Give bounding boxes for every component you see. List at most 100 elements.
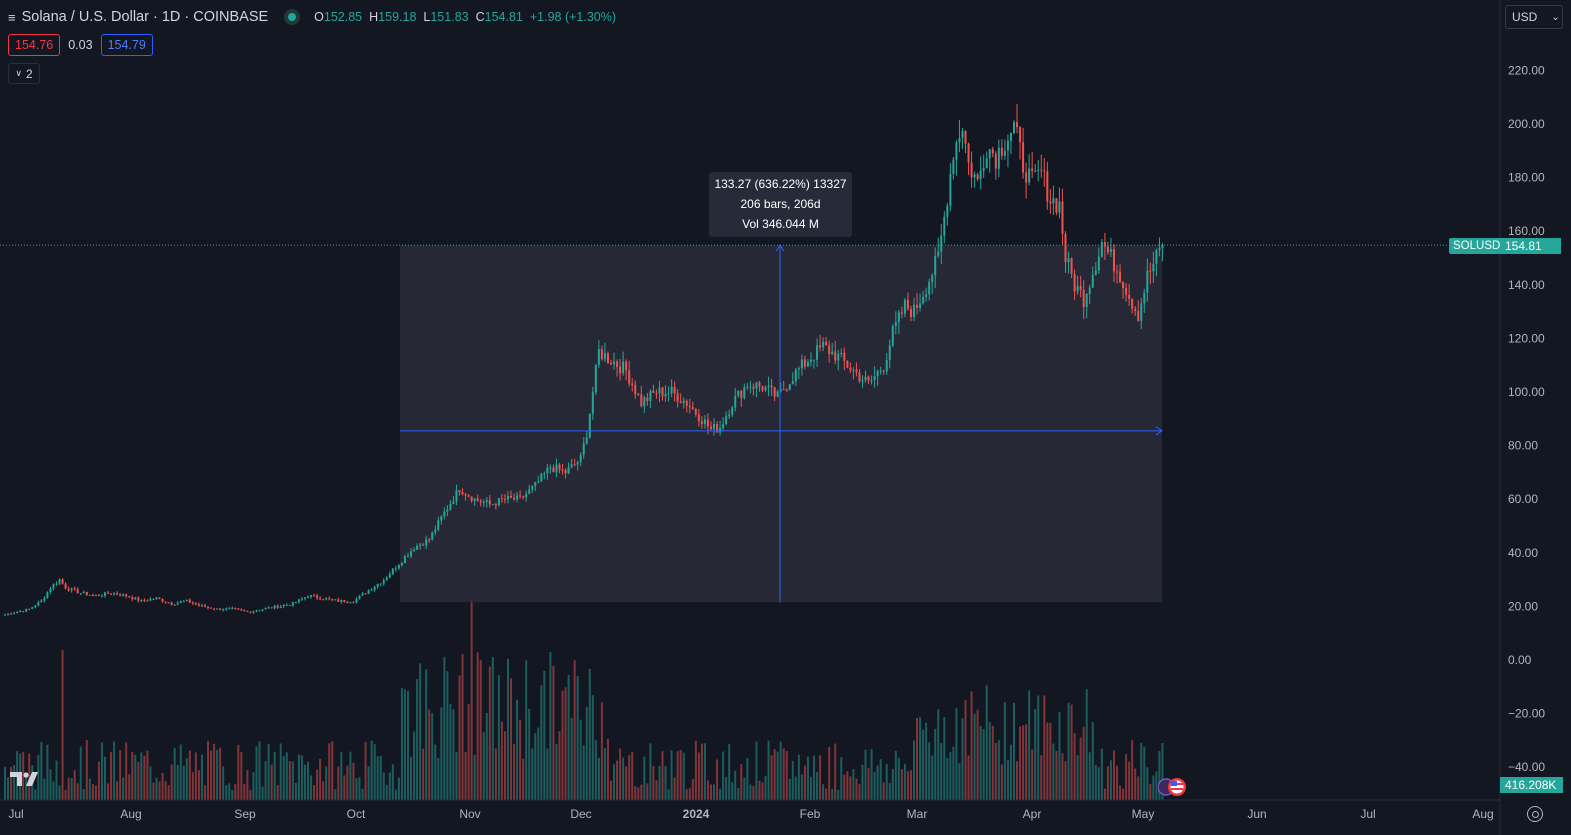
volume-bar	[600, 702, 603, 800]
volume-bar	[467, 703, 470, 800]
market-status-icon[interactable]	[284, 9, 301, 25]
candle-body	[819, 345, 822, 348]
candle-body	[119, 594, 122, 596]
candle-body	[67, 588, 70, 591]
candle-body	[270, 607, 273, 609]
measure-region[interactable]	[400, 245, 1162, 603]
volume-bar	[949, 752, 952, 800]
candle-body	[1019, 127, 1022, 143]
volume-bar	[485, 713, 488, 800]
volume-bar	[897, 757, 900, 800]
candle-body	[558, 464, 561, 470]
candle-body	[591, 392, 594, 414]
volume-bar	[85, 740, 88, 800]
volume-bar	[288, 761, 291, 800]
volume-bar	[234, 784, 237, 800]
candle-body	[752, 386, 755, 389]
volume-bar	[576, 676, 579, 800]
candle-body	[419, 544, 422, 546]
candle-body	[840, 352, 843, 354]
candle-body	[231, 607, 234, 609]
change-value: +1.98 (+1.30%)	[529, 10, 617, 24]
settings-gear-icon[interactable]	[1527, 806, 1543, 822]
volume-bar	[300, 755, 303, 800]
candle-body	[606, 353, 609, 363]
candle-body	[449, 504, 452, 510]
volume-bar	[476, 652, 479, 800]
candle-body	[1076, 285, 1079, 292]
volume-bar	[725, 777, 728, 800]
candle-body	[519, 495, 522, 497]
candle-body	[164, 601, 167, 603]
close-label: C	[475, 10, 485, 24]
candle-body	[582, 443, 585, 456]
volume-bar	[531, 748, 534, 800]
volume-bar	[649, 743, 652, 800]
volume-bar	[782, 748, 785, 800]
candle-body	[52, 584, 55, 589]
buy-price-button[interactable]: 154.79	[100, 34, 153, 56]
volume-bar	[58, 785, 61, 800]
volume-bar	[870, 749, 873, 800]
y-tick-label: 40.00	[1508, 546, 1538, 560]
volume-bar	[231, 789, 234, 800]
candle-body	[346, 602, 349, 604]
currency-select[interactable]: USD ⌄	[1505, 5, 1563, 29]
volume-bar	[1034, 709, 1037, 800]
volume-bar	[1112, 750, 1115, 800]
volume-bar	[152, 782, 155, 800]
volume-bar	[1152, 775, 1155, 800]
volume-bar	[828, 747, 831, 800]
volume-bar	[813, 755, 816, 800]
candle-body	[1155, 250, 1158, 264]
candle-body	[1037, 169, 1040, 172]
candle-body	[597, 349, 600, 365]
tradingview-logo-icon[interactable]	[10, 770, 44, 788]
candle-body	[234, 607, 237, 609]
candle-body	[813, 359, 816, 361]
candle-body	[113, 593, 116, 595]
open-label: O	[314, 10, 324, 24]
volume-bar	[646, 783, 649, 800]
volume-bar	[755, 741, 758, 800]
candle-body	[797, 368, 800, 370]
candle-body	[258, 610, 261, 612]
events-flag-icon[interactable]	[1158, 777, 1190, 797]
candle-body	[885, 359, 888, 372]
hamburger-icon[interactable]: ≡	[8, 9, 16, 25]
volume-bar	[337, 766, 340, 800]
candle-body	[1149, 270, 1152, 272]
candle-body	[628, 370, 631, 384]
volume-bar	[916, 717, 919, 800]
volume-bar	[682, 752, 685, 800]
candle-body	[1079, 285, 1082, 290]
volume-bar	[1031, 749, 1034, 800]
volume-bar	[267, 743, 270, 800]
volume-bar	[776, 751, 779, 800]
candle-body	[510, 495, 513, 498]
candle-body	[967, 143, 970, 163]
volume-bar	[606, 739, 609, 800]
volume-bar	[825, 788, 828, 800]
high-value: 159.18	[378, 10, 417, 24]
volume-bar	[519, 719, 522, 800]
candle-body	[925, 294, 928, 298]
candle-body	[140, 599, 143, 601]
candle-body	[785, 389, 788, 391]
candle-body	[194, 603, 197, 605]
symbol-title[interactable]: Solana / U.S. Dollar · 1D · COINBASE	[21, 9, 269, 25]
candle-body	[107, 592, 110, 594]
volume-bar	[688, 788, 691, 800]
volume-bar	[864, 749, 867, 800]
candle-body	[900, 312, 903, 314]
candle-body	[716, 423, 719, 433]
y-tick-label: 80.00	[1508, 439, 1538, 453]
candle-body	[500, 498, 503, 500]
sell-price-button[interactable]: 154.76	[8, 34, 61, 56]
volume-bar	[419, 663, 422, 800]
legend-toggle-button[interactable]: ∨ 2	[8, 63, 40, 84]
candle-body	[197, 604, 200, 606]
candle-body	[1131, 298, 1134, 309]
volume-bar	[952, 746, 955, 800]
